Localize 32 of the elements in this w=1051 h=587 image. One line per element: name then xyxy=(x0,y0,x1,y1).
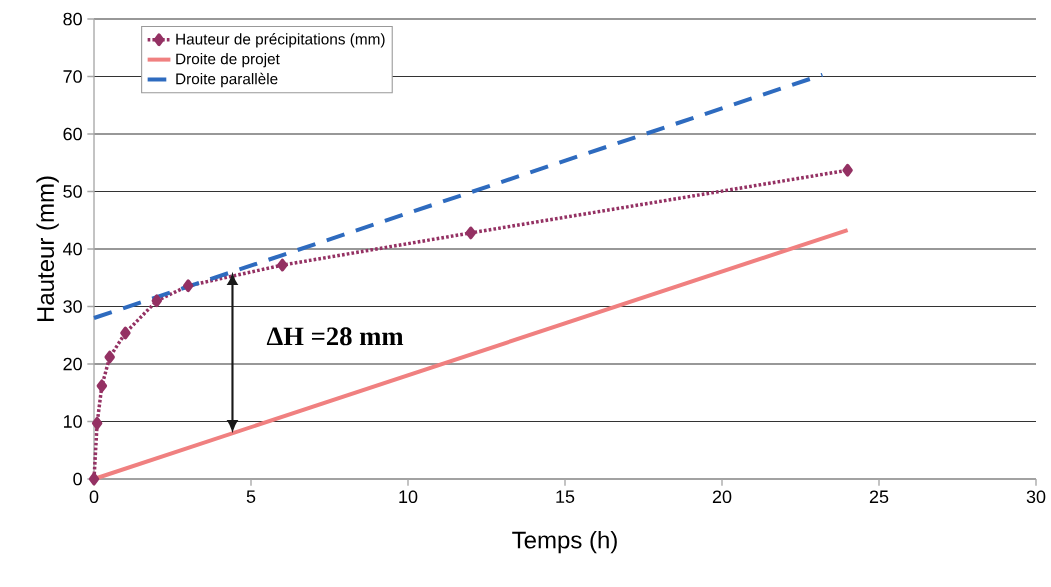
x-axis-title: Temps (h) xyxy=(512,530,617,554)
point xyxy=(120,326,131,340)
legend-label: Droite parallèle xyxy=(176,72,278,88)
y-tick-label: 20 xyxy=(63,357,82,371)
x-tick-label: 0 xyxy=(89,490,99,504)
y-tick-label: 50 xyxy=(63,185,82,198)
point xyxy=(151,294,163,308)
x-tick-label: 15 xyxy=(556,490,575,503)
y-tick-label: 70 xyxy=(63,70,82,83)
y-tick-label: 0 xyxy=(73,472,82,486)
annotation: ΔH =28 mm xyxy=(266,327,404,346)
point xyxy=(91,416,103,430)
y-tick-label: 10 xyxy=(63,415,82,428)
y-tick-label: 40 xyxy=(63,242,82,256)
point xyxy=(88,472,100,486)
x-tick-label: 20 xyxy=(712,490,732,504)
y-tick-label: 30 xyxy=(63,300,82,313)
point xyxy=(104,350,115,364)
x-tick-label: 5 xyxy=(246,490,256,503)
point xyxy=(842,163,853,177)
y-axis-title: Hauteur (mm) xyxy=(36,176,59,322)
legend-label: Droite de projet xyxy=(176,53,280,68)
legend-label: Hauteur de précipitations (mm) xyxy=(176,33,385,48)
x-tick-label: 25 xyxy=(869,490,889,504)
point xyxy=(96,379,108,393)
x-tick-label: 30 xyxy=(1026,490,1046,504)
y-tick-label: 60 xyxy=(63,127,82,141)
point xyxy=(277,258,288,272)
x-tick-label: 10 xyxy=(399,490,418,504)
y-tick-label: 80 xyxy=(63,12,82,26)
point xyxy=(465,226,477,240)
point xyxy=(182,279,194,293)
